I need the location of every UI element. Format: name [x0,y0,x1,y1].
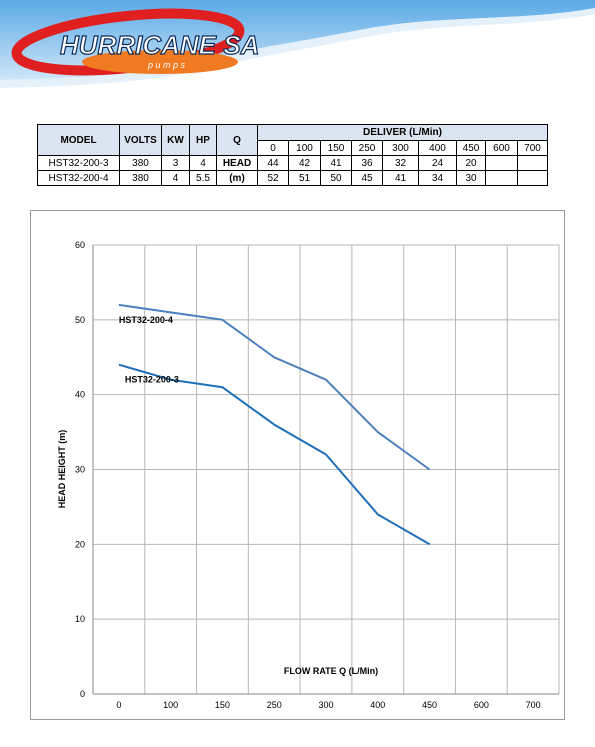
series-line [118,303,431,471]
header-volts: VOLTS [119,124,162,156]
header-kw: KW [161,124,190,156]
header-deliver: DELIVER (L/Min) [257,124,548,141]
unit-cell: 450 [456,140,486,156]
row-value: 34 [418,170,457,186]
row-model: HST32-200-4 [37,170,120,186]
table-header-row: MODEL VOLTS KW HP Q DELIVER (L/Min) [37,124,548,156]
row-value: 52 [257,170,289,186]
unit-cell: 700 [517,140,548,156]
series-label: HST32-200-3 [125,375,179,385]
x-tick-label: 0 [116,700,121,710]
x-axis-title: FLOW RATE Q (L/Min) [284,666,378,676]
spec-table: MODEL VOLTS KW HP Q DELIVER (L/Min) 0 10… [37,124,548,186]
row-hp: 5.5 [189,170,217,186]
row-value [485,170,518,186]
brand-logo: HURRICANE SA p u m p s [11,8,260,76]
y-tick-label: 20 [75,539,85,549]
x-tick-label: 100 [163,700,178,710]
unit-cell: 0 [257,140,289,156]
header-model: MODEL [37,124,120,156]
y-axis-title: HEAD HEIGHT (m) [57,430,67,509]
x-tick-label: 450 [422,700,437,710]
header-q: Q [216,124,258,156]
x-tick-label: 300 [318,700,333,710]
y-tick-label: 10 [75,614,85,624]
unit-cell: 600 [485,140,518,156]
row-value: 36 [351,155,383,171]
row-hp: 4 [189,155,217,171]
header-hp: HP [189,124,217,156]
row-value: 41 [382,170,419,186]
head-unit: (m) [216,170,258,186]
row-value [517,170,548,186]
row-volts: 380 [119,155,162,171]
brand-name: HURRICANE SA [60,30,259,60]
row-value: 51 [288,170,321,186]
row-value [485,155,518,171]
row-model: HST32-200-3 [37,155,120,171]
x-tick-label: 400 [370,700,385,710]
row-value [517,155,548,171]
y-tick-label: 40 [75,390,85,400]
x-tick-label: 150 [215,700,230,710]
row-volts: 380 [119,170,162,186]
row-value: 30 [456,170,486,186]
y-tick-label: 50 [75,315,85,325]
row-value: 24 [418,155,457,171]
header-band: HURRICANE SA p u m p s [0,0,595,95]
unit-cell: 300 [382,140,419,156]
table-row: HST32-200-3 380 3 4 HEAD 44 42 41 36 32 … [37,155,548,171]
row-value: 41 [320,155,352,171]
series-label: HST32-200-4 [119,315,173,325]
row-value: 45 [351,170,383,186]
row-kw: 3 [161,155,190,171]
y-tick-label: 30 [75,465,85,475]
unit-cell: 150 [320,140,352,156]
y-tick-label: 0 [80,689,85,699]
row-value: 50 [320,170,352,186]
row-value: 20 [456,155,486,171]
y-tick-label: 60 [75,240,85,250]
x-tick-label: 250 [267,700,282,710]
chart-frame: 0 10 20 30 40 50 60 0 100 150 250 300 400 450 600 700 H… [30,210,565,720]
x-tick-label: 600 [474,700,489,710]
row-value: 42 [288,155,321,171]
brand-tagline: p u m p s [147,60,186,70]
series-line [118,363,431,546]
row-value: 32 [382,155,419,171]
unit-cell: 400 [418,140,457,156]
row-value: 44 [257,155,289,171]
table-row: HST32-200-4 380 4 5.5 (m) 52 51 50 45 41… [37,170,548,186]
unit-cell: 250 [351,140,383,156]
x-tick-label: 700 [526,700,541,710]
head-label: HEAD [216,155,258,171]
chart-grid [92,244,560,695]
row-kw: 4 [161,170,190,186]
chart-series: HST32-200-4 HST32-200-3 [118,303,431,546]
unit-cell: 100 [288,140,321,156]
